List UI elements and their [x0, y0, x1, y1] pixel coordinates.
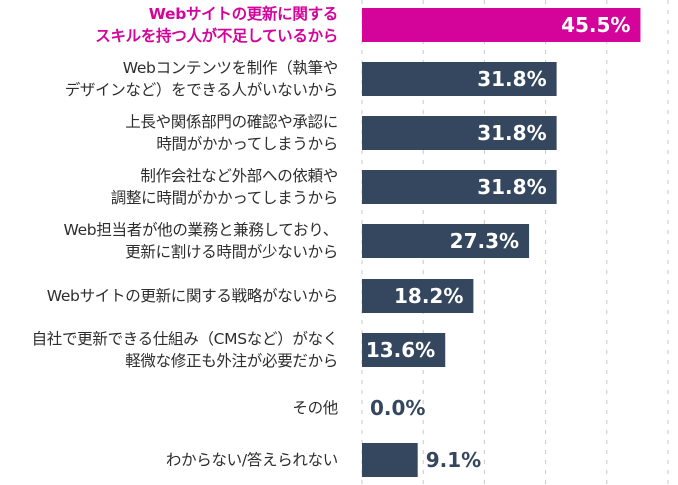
- bar: [362, 8, 641, 42]
- category-label: Web担当者が他の業務と兼務しており、 更新に割ける時間が少ないから: [63, 221, 338, 261]
- bar: [362, 62, 557, 96]
- category-label: わからない/答えられない: [165, 451, 338, 469]
- bar: [362, 333, 446, 367]
- value-label: 31.8%: [477, 67, 546, 91]
- category-label: その他: [292, 399, 338, 417]
- bar: [362, 279, 474, 313]
- value-label: 45.5%: [561, 13, 630, 37]
- category-label: 自社で更新できる仕組み（CMSなど）がなく 軽微な修正も外注が必要だから: [31, 330, 339, 370]
- value-label: 13.6%: [366, 338, 435, 362]
- value-label: 18.2%: [394, 284, 463, 308]
- bar: [362, 116, 557, 150]
- bar: [362, 443, 418, 477]
- value-label: 31.8%: [477, 121, 546, 145]
- category-label: 上長や関係部門の確認や承認に 時間がかかってしまうから: [125, 113, 338, 153]
- category-label: Webサイトの更新に関する戦略がないから: [46, 287, 339, 305]
- category-label: Webサイトの更新に関する スキルを持つ人が不足しているから: [95, 5, 338, 45]
- value-label: 27.3%: [450, 229, 519, 253]
- category-label: Webコンテンツを制作（執筆や デザインなど）をできる人がいないから: [64, 59, 339, 99]
- value-label: 0.0%: [370, 396, 425, 420]
- value-label: 31.8%: [477, 175, 546, 199]
- category-label: 制作会社など外部への依頼や 調整に時間がかかってしまうから: [110, 167, 339, 207]
- bar: [362, 224, 530, 258]
- value-label: 9.1%: [426, 448, 481, 472]
- bar: [362, 170, 557, 204]
